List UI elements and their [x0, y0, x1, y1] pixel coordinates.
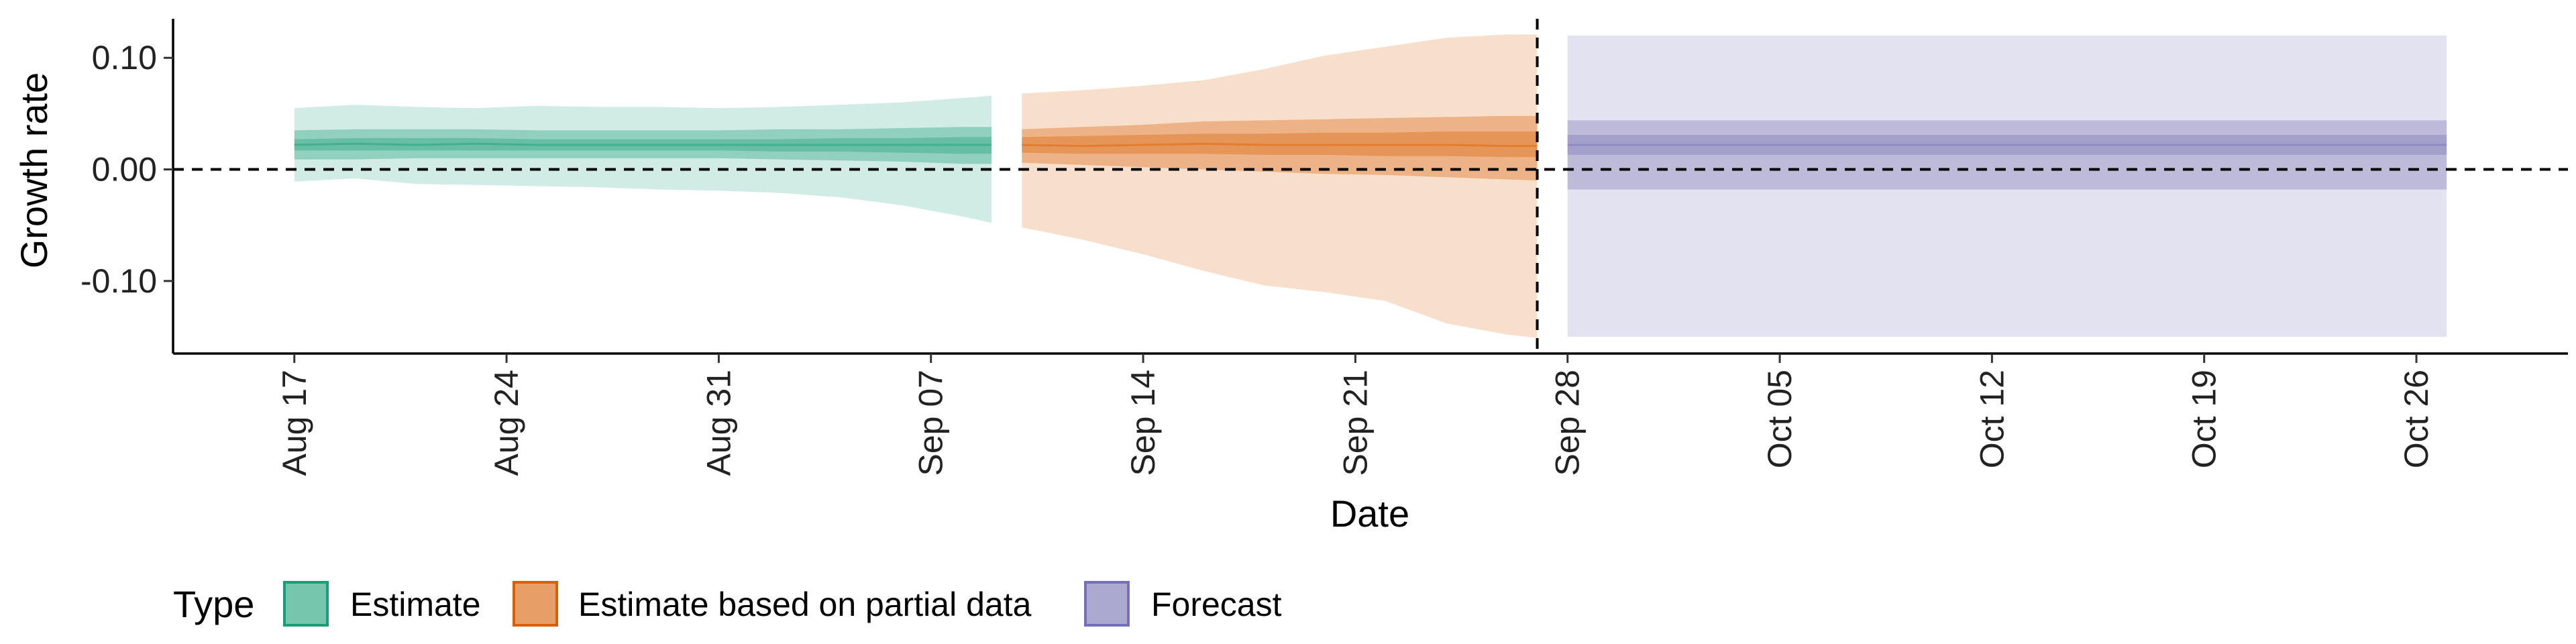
- x-tick-label: Oct 26: [2398, 370, 2435, 468]
- legend-label: Estimate: [350, 586, 481, 623]
- series-0: [294, 95, 992, 223]
- legend-label: Estimate based on partial data: [578, 586, 1032, 623]
- x-tick-label: Sep 28: [1549, 370, 1587, 476]
- band-mid: [1022, 115, 1538, 181]
- series-2: [1567, 36, 2447, 337]
- band-mid: [294, 127, 992, 164]
- x-tick-label: Aug 31: [700, 370, 737, 476]
- x-tick-label: Oct 12: [1973, 370, 2010, 468]
- y-axis-title: Growth rate: [13, 72, 55, 269]
- x-tick-label: Sep 07: [912, 370, 950, 476]
- y-tick-label: 0.10: [92, 39, 157, 76]
- x-tick-label: Oct 05: [1761, 370, 1799, 468]
- median-line: [294, 142, 992, 146]
- band-inner: [294, 137, 992, 154]
- band-inner: [1022, 131, 1538, 158]
- x-tick-label: Sep 21: [1336, 370, 1374, 476]
- band-inner: [1567, 135, 2447, 155]
- band-outer: [294, 95, 992, 223]
- legend-swatch: [513, 581, 558, 627]
- legend-title: Type: [173, 583, 254, 625]
- x-tick-label: Aug 17: [276, 370, 313, 476]
- legend-swatch: [283, 581, 329, 627]
- legend-label: Forecast: [1151, 586, 1282, 623]
- x-axis-title: Date: [1330, 492, 1409, 535]
- reference-lines: [173, 19, 2568, 354]
- median-line: [1022, 142, 1538, 148]
- legend: Type Estimate Estimate based on partial d…: [173, 581, 1282, 627]
- y-tick-label: -0.10: [80, 262, 157, 300]
- axes: [172, 19, 2568, 355]
- x-tick-label: Sep 14: [1124, 370, 1162, 476]
- band-outer: [1567, 36, 2447, 337]
- x-tick-label: Oct 19: [2186, 370, 2223, 468]
- y-tick-label: 0.00: [92, 151, 157, 189]
- band-outer: [1022, 34, 1538, 338]
- x-axis-ticks: Aug 17 Aug 24 Aug 31 Sep 07 Sep 14 Sep 21 Sep …: [276, 354, 2435, 476]
- band-mid: [1567, 120, 2447, 190]
- x-tick-label: Aug 24: [488, 370, 525, 476]
- legend-swatch: [1084, 581, 1130, 627]
- y-axis-ticks: 0.10 0.00 -0.10: [80, 39, 173, 300]
- series-1: [1022, 34, 1538, 338]
- ribbon-layer: [294, 34, 2447, 338]
